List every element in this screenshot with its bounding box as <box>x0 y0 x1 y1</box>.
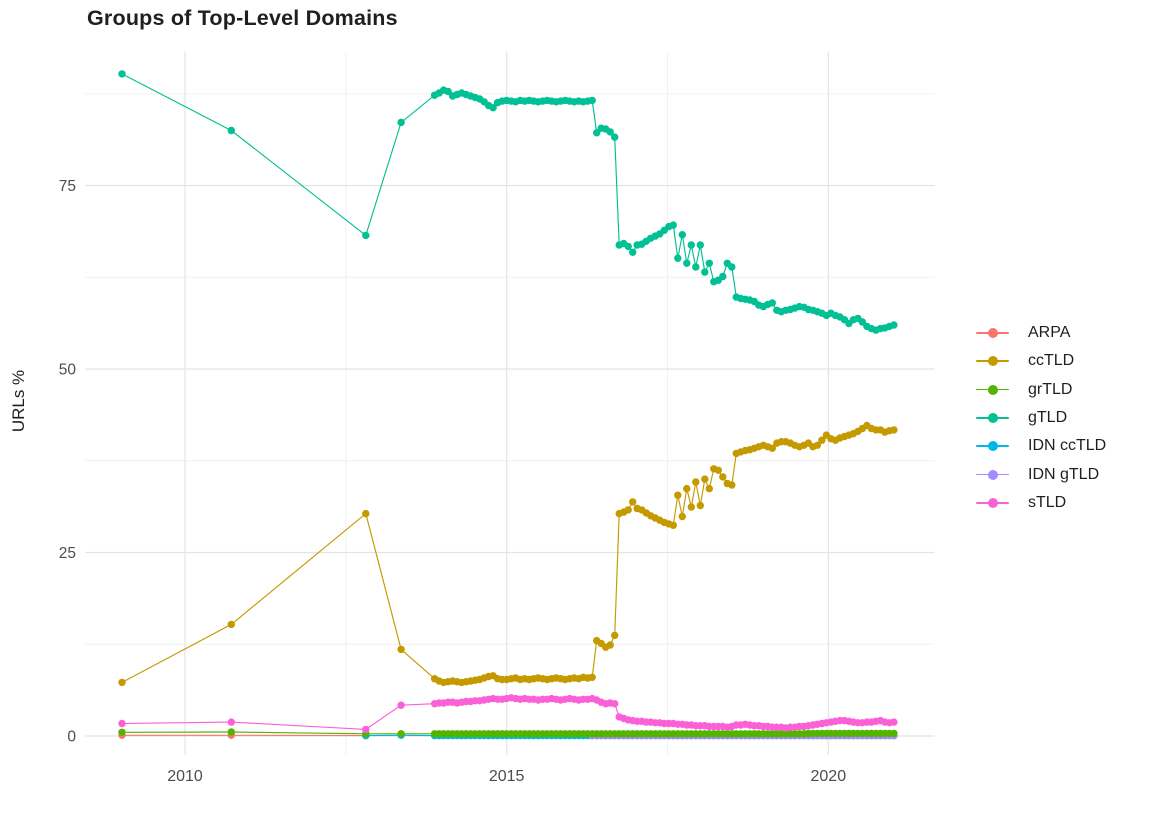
series-gTLD <box>118 70 898 334</box>
y-axis-title: URLs % <box>9 370 28 432</box>
legend-label: IDN ccTLD <box>1028 437 1107 455</box>
series-grTLD <box>118 728 898 738</box>
grid-lines <box>85 51 935 756</box>
y-tick-label: 50 <box>59 362 77 379</box>
legend-label: IDN gTLD <box>1028 465 1100 483</box>
page-title: Groups of Top-Level Domains <box>87 6 398 30</box>
legend-entry-IDN-gTLD: IDN gTLD <box>976 460 1106 488</box>
x-tick-label: 2015 <box>489 768 525 785</box>
legend-key-icon <box>976 327 1009 339</box>
legend-entry-grTLD: grTLD <box>976 376 1106 404</box>
legend-key-icon <box>976 497 1009 509</box>
legend-label: ccTLD <box>1028 352 1075 370</box>
legend-entry-gTLD: gTLD <box>976 404 1106 432</box>
y-tick-label: 25 <box>59 545 76 562</box>
y-tick-label: 75 <box>59 178 76 195</box>
series-sTLD <box>118 694 898 734</box>
legend-key-icon <box>976 440 1009 452</box>
x-tick-label: 2020 <box>811 768 847 785</box>
axis-tick-labels: 0 25 50 75 2010 2015 2020 <box>59 178 846 785</box>
legend-label: gTLD <box>1028 409 1068 427</box>
data-series-layer <box>118 70 898 740</box>
legend-label: grTLD <box>1028 380 1073 398</box>
legend-entry-IDN-ccTLD: IDN ccTLD <box>976 432 1106 460</box>
series-ccTLD <box>118 421 898 687</box>
legend-label: ARPA <box>1028 324 1071 342</box>
y-tick-label: 0 <box>67 729 76 746</box>
legend: ARPA ccTLD grTLD gTLD IDN ccTLD IDN gTLD sTLD <box>976 319 1106 517</box>
legend-key-icon <box>976 469 1009 481</box>
legend-key-icon <box>976 412 1009 424</box>
x-tick-label: 2010 <box>167 768 203 785</box>
legend-entry-ccTLD: ccTLD <box>976 347 1106 375</box>
legend-entry-ARPA: ARPA <box>976 319 1106 347</box>
legend-entry-sTLD: sTLD <box>976 489 1106 517</box>
legend-key-icon <box>976 355 1009 367</box>
legend-key-icon <box>976 384 1009 396</box>
legend-label: sTLD <box>1028 493 1067 511</box>
